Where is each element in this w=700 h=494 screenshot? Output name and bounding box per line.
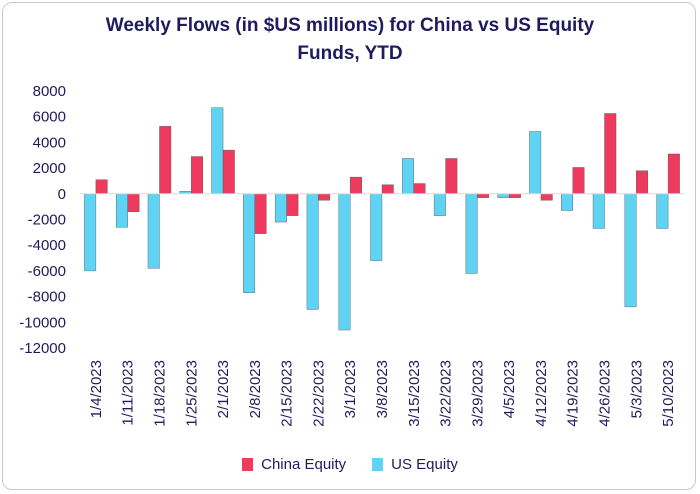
chart-title-line-2: Funds, YTD (297, 43, 403, 64)
y-tick-label: 2000 (33, 160, 66, 177)
y-tick-label: -2000 (28, 212, 66, 229)
bar-china-equity (95, 179, 108, 194)
chart-title-line-1: Weekly Flows (in $US millions) for China… (105, 15, 595, 36)
bar-china-equity (540, 193, 553, 201)
bar-china-equity (413, 183, 426, 195)
x-tick-label: 1/18/2023 (151, 360, 168, 427)
bar-china-equity (381, 184, 394, 194)
x-tick-label: 2/8/2023 (247, 360, 264, 418)
legend-swatch-china-equity (242, 458, 254, 471)
legend: China Equity US Equity (0, 456, 700, 473)
bar-china-equity (477, 193, 490, 198)
y-tick-label: 4000 (33, 134, 66, 151)
bar-china-equity (604, 113, 617, 195)
bar-china-equity (286, 193, 299, 216)
x-axis-ticks: 1/4/2023 1/11/2023 1/18/2023 1/25/2023 2/1/2… (88, 360, 677, 427)
bar-china-equity (508, 193, 521, 198)
legend-item-china-equity: China Equity (242, 456, 346, 473)
x-tick-label: 1/25/2023 (183, 360, 200, 427)
x-tick-label: 1/11/2023 (120, 360, 137, 426)
bar-us-equity (274, 193, 287, 223)
bar-us-equity (338, 193, 351, 331)
x-tick-label: 5/3/2023 (628, 360, 645, 418)
bar-us-equity (433, 193, 446, 216)
bar-us-equity (465, 193, 478, 274)
x-tick-label: 3/22/2023 (438, 360, 455, 427)
bar-us-equity (211, 107, 224, 195)
x-tick-label: 4/5/2023 (501, 360, 518, 418)
y-tick-label: -10000 (19, 314, 66, 331)
x-tick-label: 2/15/2023 (279, 360, 296, 427)
x-tick-label: 5/10/2023 (660, 360, 677, 427)
bar-us-equity (147, 193, 160, 269)
y-tick-label: -12000 (19, 340, 66, 357)
bar-china-equity (318, 193, 331, 201)
bar-us-equity (529, 131, 542, 194)
y-tick-label: 0 (58, 186, 66, 203)
bar-us-equity (370, 193, 383, 261)
bar-china-equity (636, 170, 649, 194)
chart-title: Weekly Flows (in $US millions) for China… (0, 12, 700, 68)
x-tick-label: 3/15/2023 (406, 360, 423, 427)
y-tick-label: -4000 (28, 237, 66, 254)
bar-china-equity (572, 167, 585, 195)
x-tick-label: 2/1/2023 (215, 360, 232, 418)
bar-china-equity (445, 158, 458, 194)
bar-us-equity (592, 193, 605, 229)
bar-us-equity (561, 193, 573, 211)
bar-us-equity (115, 193, 128, 228)
x-tick-label: 2/22/2023 (310, 360, 327, 427)
bar-china-equity (191, 156, 203, 195)
y-tick-label: 8000 (33, 83, 66, 100)
x-tick-label: 4/19/2023 (565, 360, 582, 427)
bar-us-equity (243, 193, 256, 293)
bar-us-equity (624, 193, 637, 308)
y-axis-ticks: 8000 6000 4000 2000 0 -2000 -4000 -6000 -8000 -10… (19, 83, 66, 357)
bar-china-equity (254, 193, 267, 234)
bar-china-equity (159, 126, 172, 195)
bar-us-equity (497, 193, 510, 198)
y-tick-label: -6000 (28, 263, 66, 280)
legend-label-us-equity: US Equity (391, 456, 458, 473)
x-tick-label: 3/1/2023 (342, 360, 359, 418)
legend-label-china-equity: China Equity (261, 456, 347, 473)
bar-china-equity (222, 149, 235, 194)
bar-china-equity (350, 176, 362, 195)
x-tick-label: 4/12/2023 (533, 360, 550, 427)
bar-us-equity (402, 158, 414, 194)
x-tick-label: 3/8/2023 (374, 360, 391, 418)
bars (84, 107, 680, 331)
legend-item-us-equity: US Equity (372, 456, 458, 473)
bar-us-equity (656, 193, 669, 229)
bar-us-equity (84, 193, 97, 272)
y-tick-label: -8000 (28, 289, 66, 306)
x-tick-label: 1/4/2023 (88, 360, 105, 418)
bar-china-equity (667, 153, 680, 194)
x-tick-label: 3/29/2023 (469, 360, 486, 427)
bar-us-equity (306, 193, 319, 310)
legend-swatch-us-equity (372, 458, 384, 471)
bar-china-equity (127, 193, 140, 212)
x-tick-label: 4/26/2023 (597, 360, 614, 427)
y-tick-label: 6000 (33, 109, 66, 126)
